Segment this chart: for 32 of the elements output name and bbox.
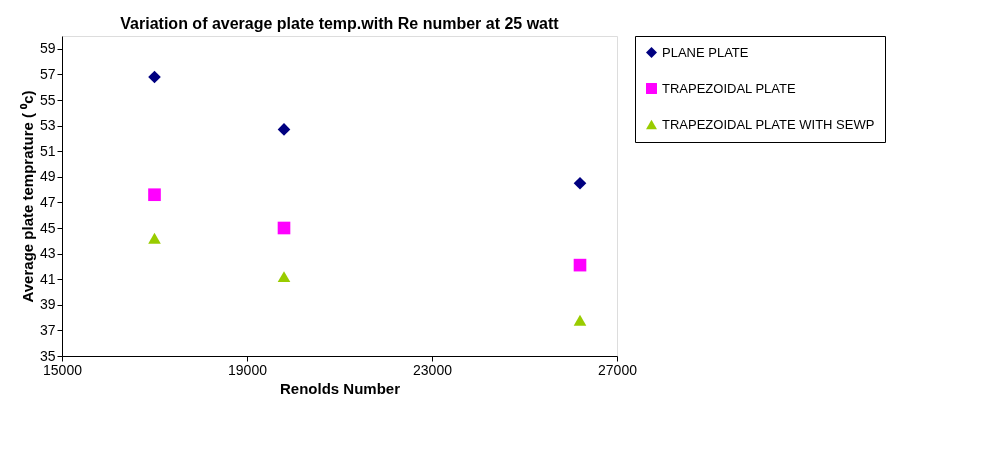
- x-axis-title: Renolds Number: [279, 379, 401, 397]
- legend-label: TRAPEZOIDAL PLATE: [662, 80, 796, 96]
- point: [277, 271, 291, 283]
- y-tick-label: 45: [39, 219, 56, 236]
- legend-label: PLANE PLATE: [662, 44, 749, 60]
- y-tick-label: 47: [39, 193, 56, 210]
- y-tick-label: 55: [39, 91, 56, 108]
- point: [277, 221, 291, 235]
- point: [148, 70, 161, 84]
- x-tick-label: 27000: [598, 361, 638, 378]
- point: [148, 188, 161, 202]
- point: [573, 258, 587, 272]
- y-tick-label: 43: [39, 245, 56, 262]
- point: [573, 176, 587, 190]
- x-tick-label: 19000: [228, 361, 268, 378]
- y-tick-label: 57: [39, 65, 56, 82]
- legend-label: TRAPEZOIDAL PLATE WITH SEWP: [662, 116, 875, 132]
- y-axis-title: Average plate temprature ( ⁰c): [18, 90, 36, 303]
- y-tick-label: 37: [39, 321, 56, 338]
- y-tick-label: 39: [39, 296, 56, 313]
- x-tick-label: 15000: [43, 361, 83, 378]
- point: [148, 232, 161, 244]
- y-tick-label: 53: [39, 117, 56, 134]
- y-tick-label: 35: [39, 347, 56, 364]
- y-tick-label: 51: [39, 142, 56, 159]
- point: [573, 314, 587, 326]
- chart-title: Variation of average plate temp.with Re number at 25 watt: [120, 14, 560, 32]
- y-tick-label: 59: [39, 40, 56, 57]
- x-tick-label: 23000: [413, 361, 453, 378]
- y-tick-label: 41: [39, 270, 56, 287]
- point: [277, 123, 291, 136]
- y-tick-label: 49: [39, 168, 56, 185]
